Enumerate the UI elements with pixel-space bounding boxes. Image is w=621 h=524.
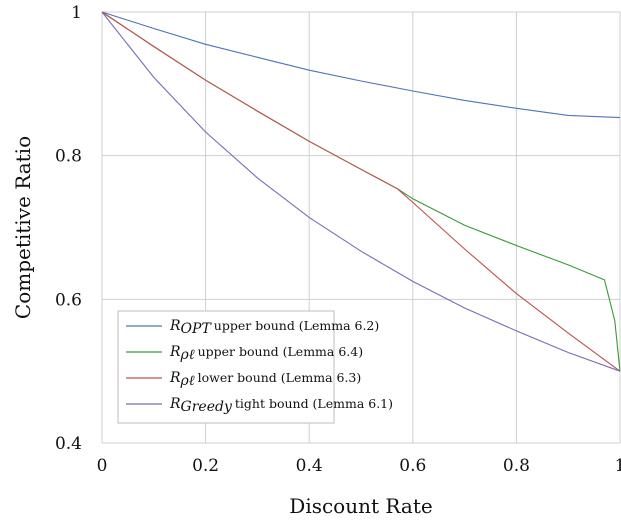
- x-axis-label: Discount Rate: [289, 494, 432, 518]
- plot-frame: [101, 12, 620, 444]
- tick-labels: 0 0.2 0.4 0.6 0.8 1 0.4 0.6 0.8 1: [55, 3, 621, 476]
- series-line-1: [101, 11, 621, 119]
- legend-entry-3: Rρℓ lower bound (Lemma 6.3): [169, 370, 361, 389]
- x-tick-label: 1: [615, 456, 621, 476]
- x-tick-label: 0.4: [296, 456, 323, 476]
- y-tick-label: 0.8: [55, 147, 82, 167]
- y-tick-label: 1: [71, 3, 82, 23]
- series-layer: [101, 11, 621, 372]
- x-tick-label: 0: [97, 456, 108, 476]
- x-tick-label: 0.2: [192, 456, 219, 476]
- legend: ROPT upper bound (Lemma 6.2) Rρℓ upper boun…: [117, 310, 393, 424]
- legend-entry-1: ROPT upper bound (Lemma 6.2): [169, 318, 379, 337]
- x-tick-label: 0.8: [503, 456, 530, 476]
- x-tick-label: 0.6: [399, 456, 426, 476]
- y-axis-label: Competitive Ratio: [11, 136, 35, 319]
- series-line-4: [101, 11, 621, 372]
- y-tick-label: 0.4: [55, 434, 82, 454]
- series-line-3: [101, 11, 621, 372]
- y-tick-label: 0.6: [55, 290, 82, 310]
- legend-entry-2: Rρℓ upper bound (Lemma 6.4): [169, 344, 363, 363]
- legend-entry-4: RGreedy tight bound (Lemma 6.1): [169, 396, 393, 415]
